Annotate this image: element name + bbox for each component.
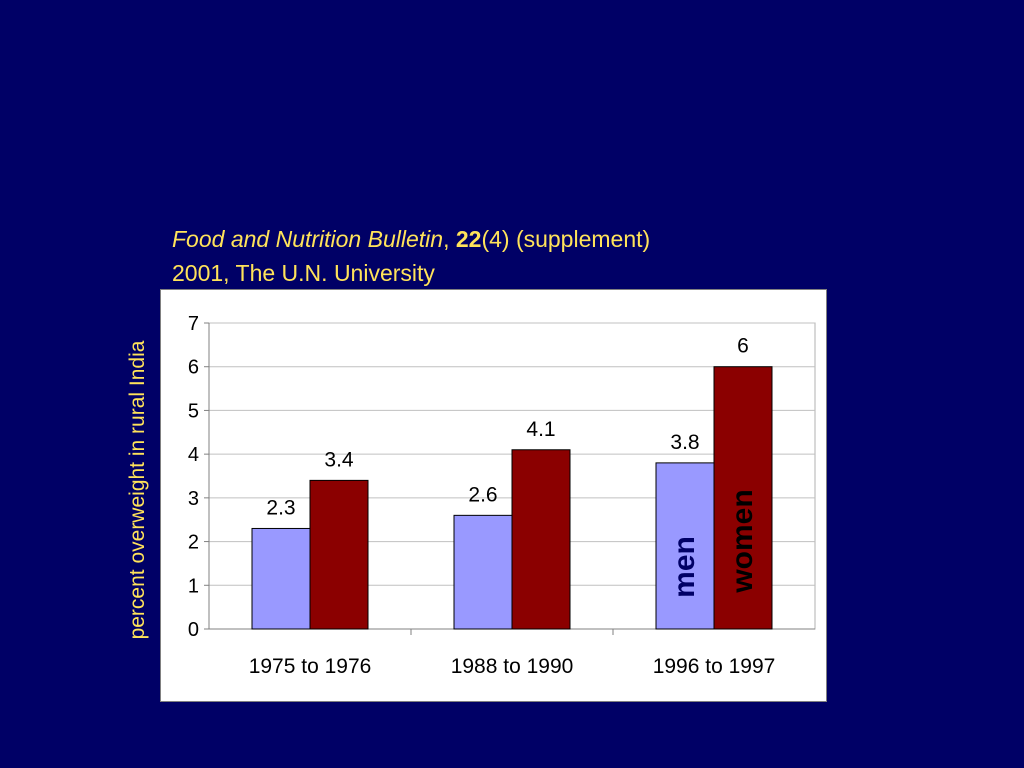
series-label-men: men [668,536,701,598]
data-label-men: 2.3 [266,496,295,519]
bar-men [251,527,311,630]
bar-women [309,479,369,630]
x-tick-label: 1988 to 1990 [451,655,574,678]
citation-issue: (4) (supplement) [481,226,651,252]
x-tick-label: 1975 to 1976 [249,655,372,678]
bar-women [511,449,571,630]
citation-volume: 22 [455,226,482,252]
bar-chart: 0 1 2 3 4 5 6 7 1975 to 1976 2.3 3.4 1988 to 1990 2.… [188,313,816,678]
data-label-men: 3.8 [670,431,699,454]
citation-line-1: Food and Nutrition Bulletin, 22(4) (supp… [172,222,650,256]
y-tick-label: 3 [188,488,199,510]
y-tick-label: 5 [188,400,199,422]
y-axis-label: percent overweight in rural India [126,340,149,640]
bar-men [453,514,513,630]
series-label-women: women [726,489,759,593]
y-tick-label: 2 [188,532,199,554]
chart-panel: 0 1 2 3 4 5 6 7 1975 to 1976 2.3 3.4 1988 to 1990 2.… [160,289,827,702]
y-tick-label: 7 [188,313,199,335]
data-label-women: 3.4 [324,448,354,471]
data-label-women: 4.1 [526,418,555,441]
data-label-men: 2.6 [468,483,497,506]
data-label-women: 6 [737,335,749,358]
citation-separator: , [443,226,456,252]
y-tick-label: 1 [188,575,199,597]
bar-men [655,462,715,630]
y-tick-label: 6 [188,357,199,379]
citation-journal: Food and Nutrition Bulletin [172,226,444,252]
citation: Food and Nutrition Bulletin, 22(4) (supp… [172,222,650,290]
y-tick-label: 0 [188,619,199,641]
bar-women [713,366,773,630]
citation-line-2: 2001, The U.N. University [172,260,435,286]
x-tick-label: 1996 to 1997 [653,655,776,678]
y-tick-label: 4 [188,444,199,466]
